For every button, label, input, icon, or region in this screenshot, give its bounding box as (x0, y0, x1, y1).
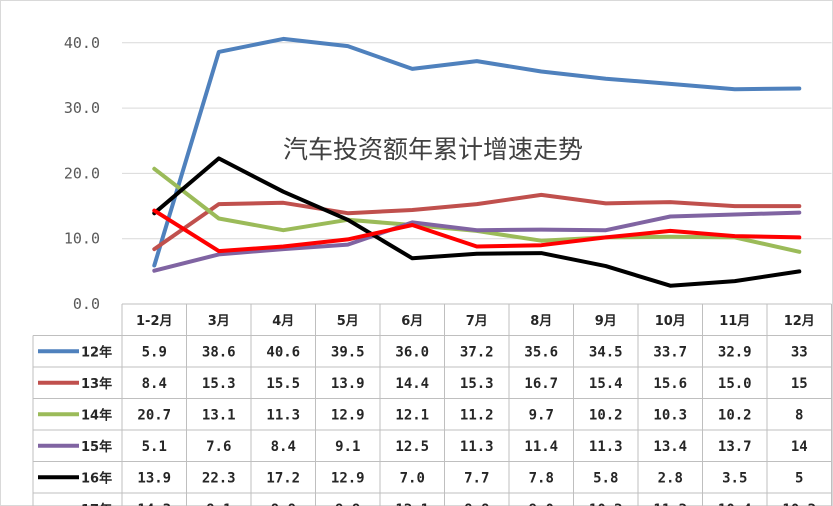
data-label: 33 (791, 344, 808, 360)
data-label: 14.4 (395, 376, 429, 392)
data-label: 5.8 (593, 470, 618, 486)
data-label: 40.6 (266, 344, 300, 360)
category-label: 12月 (784, 314, 815, 329)
legend-label-5: 17年 (81, 502, 112, 506)
data-label: 12.5 (395, 439, 429, 455)
data-label: 15.4 (589, 376, 623, 392)
data-label: 7.6 (206, 439, 231, 455)
data-label: 5 (795, 470, 803, 486)
legend-label-4: 16年 (81, 470, 112, 486)
data-label: 11.4 (524, 439, 558, 455)
data-label: 36.0 (395, 344, 429, 360)
series-line-4 (152, 156, 802, 288)
data-label: 10.2 (782, 502, 816, 506)
data-label: 7.7 (464, 470, 489, 486)
y-tick-label: 20.0 (64, 164, 100, 182)
data-label: 39.5 (331, 344, 365, 360)
data-label: 17.2 (266, 470, 300, 486)
category-label: 8月 (530, 314, 552, 329)
data-label: 32.9 (718, 344, 752, 360)
data-label: 13.4 (653, 439, 687, 455)
data-label: 11.2 (653, 502, 687, 506)
category-label: 9月 (595, 314, 617, 329)
data-label: 13.9 (331, 376, 365, 392)
data-label: 5.9 (142, 344, 167, 360)
y-tick-label: 40.0 (64, 34, 100, 52)
category-label: 10月 (655, 314, 686, 329)
data-label: 12.1 (395, 502, 429, 506)
data-label: 33.7 (653, 344, 687, 360)
data-label: 22.3 (202, 470, 236, 486)
data-label: 5.1 (142, 439, 167, 455)
category-label: 6月 (401, 314, 423, 329)
data-label: 15.0 (718, 376, 752, 392)
category-label: 1-2月 (136, 314, 173, 329)
data-label: 8.8 (271, 502, 296, 506)
y-tick-label: 0.0 (73, 295, 100, 313)
chart-title: 汽车投资额年累计增速走势 (283, 135, 583, 164)
category-label: 7月 (466, 314, 488, 329)
data-label: 10.3 (653, 407, 687, 423)
category-label: 4月 (272, 314, 294, 329)
data-label: 11.2 (460, 407, 494, 423)
series-line-2 (152, 166, 802, 254)
series-lines (152, 36, 802, 288)
data-label: 8.4 (271, 439, 296, 455)
data-label: 9.9 (335, 502, 360, 506)
series-line-1 (152, 192, 802, 252)
series-line-5 (152, 208, 802, 254)
data-label: 13.9 (137, 470, 171, 486)
category-label: 5月 (337, 314, 359, 329)
data-label: 14 (791, 439, 808, 455)
data-label: 10.4 (718, 502, 752, 506)
legend-label-2: 14年 (81, 407, 112, 423)
series-line-3 (152, 210, 802, 273)
data-label: 37.2 (460, 344, 494, 360)
data-label: 7.0 (400, 470, 425, 486)
data-table: 1-2月 3月 4月 5月 6月 7月 8月 9月 10月 11月 12月 12年 5.9 38.6 40.… (32, 303, 832, 506)
category-label: 11月 (719, 314, 750, 329)
category-label: 3月 (208, 314, 230, 329)
data-label: 15.6 (653, 376, 687, 392)
data-label: 20.7 (137, 407, 171, 423)
data-label: 9.0 (529, 502, 554, 506)
y-axis-ticks: 0.0 10.0 20.0 30.0 40.0 (64, 34, 100, 313)
data-label: 35.6 (524, 344, 558, 360)
data-label: 2.8 (658, 470, 683, 486)
data-label: 13.7 (718, 439, 752, 455)
data-label: 8.8 (464, 502, 489, 506)
data-label: 11.3 (460, 439, 494, 455)
data-label: 34.5 (589, 344, 623, 360)
data-label: 11.3 (266, 407, 300, 423)
data-label: 15.5 (266, 376, 300, 392)
data-label: 10.2 (718, 407, 752, 423)
data-label: 12.9 (331, 470, 365, 486)
data-label: 10.2 (589, 407, 623, 423)
data-label: 13.1 (202, 407, 236, 423)
data-label: 12.1 (395, 407, 429, 423)
data-label: 8.1 (206, 502, 231, 506)
data-label: 8.4 (142, 376, 167, 392)
data-label: 7.8 (529, 470, 554, 486)
series-line-0 (152, 36, 802, 268)
data-label: 11.3 (589, 439, 623, 455)
y-tick-label: 10.0 (64, 230, 100, 248)
data-label: 3.5 (722, 470, 747, 486)
y-tick-label: 30.0 (64, 99, 100, 117)
data-label: 9.7 (529, 407, 554, 423)
data-label: 12.9 (331, 407, 365, 423)
data-label: 9.1 (335, 439, 360, 455)
data-label: 10.2 (589, 502, 623, 506)
data-label: 15.3 (202, 376, 236, 392)
data-label: 16.7 (524, 376, 558, 392)
legend-label-3: 15年 (81, 439, 112, 455)
data-label: 14.3 (137, 502, 171, 506)
legend-label-0: 12年 (81, 344, 112, 360)
data-label: 38.6 (202, 344, 236, 360)
data-label: 15.3 (460, 376, 494, 392)
data-label: 8 (795, 407, 803, 423)
legend-label-1: 13年 (81, 376, 112, 392)
data-label: 15 (791, 376, 808, 392)
